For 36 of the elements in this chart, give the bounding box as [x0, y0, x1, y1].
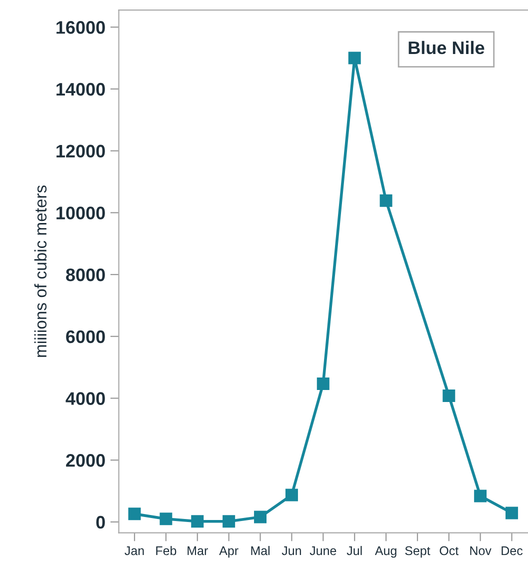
point — [222, 515, 236, 528]
x-tick-label: Sept — [405, 546, 430, 558]
y-axis-title: miiiions of cubic meters — [34, 185, 47, 357]
annotation: Blue Nile — [408, 40, 484, 54]
point — [160, 512, 172, 526]
x-tick-label: Nov — [470, 546, 492, 556]
point — [348, 52, 361, 64]
x-tick-label: Apr — [219, 546, 238, 558]
y-tick-label: 4000 — [66, 392, 105, 405]
x-tick-label: June — [310, 546, 336, 556]
y-tick-label: 10000 — [56, 206, 105, 220]
point — [442, 390, 456, 402]
y-tick-label: 8000 — [66, 268, 105, 282]
point — [506, 506, 518, 520]
point — [285, 488, 298, 502]
y-tick-label: 14000 — [56, 82, 105, 96]
x-tick-label: Jan — [124, 546, 144, 556]
y-tick-label: 2000 — [66, 454, 105, 467]
x-tick-label: Jul — [346, 546, 362, 556]
x-tick-label: Mal — [251, 546, 270, 556]
y-tick-label: 6000 — [66, 330, 105, 344]
x-tick-label: Mar — [188, 546, 208, 556]
x-tick-label: Jun — [282, 546, 301, 556]
x-tick-label: Dec — [502, 546, 523, 556]
y-tick-label: 16000 — [56, 21, 105, 34]
point — [316, 377, 330, 390]
x-tick-label: Feb — [156, 546, 176, 556]
x-tick-label: Oct — [440, 546, 459, 556]
point — [128, 508, 141, 520]
point — [474, 490, 487, 502]
x-tick-label: Aug — [374, 546, 396, 558]
y-tick-label: 12000 — [56, 144, 105, 158]
point — [254, 510, 267, 524]
point — [191, 515, 204, 528]
point — [380, 194, 392, 207]
y-tick-label: 0 — [96, 516, 105, 529]
